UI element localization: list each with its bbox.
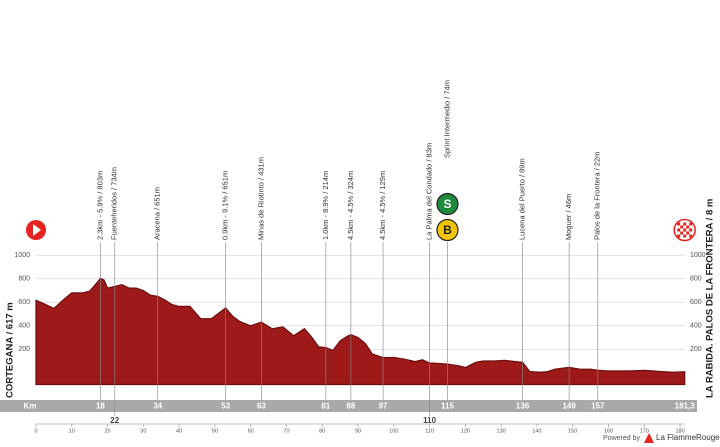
y-tick-label: 600 <box>18 299 30 306</box>
waypoint-km: 110 <box>423 416 436 425</box>
waypoint-km: 81 <box>321 402 330 411</box>
waypoint-km: 18 <box>96 402 105 411</box>
finish-check <box>689 228 693 232</box>
elevation-area <box>35 277 686 386</box>
finish-label: LA RABIDA. PALOS DE LA FRONTERA / 8 m <box>705 199 716 398</box>
brand-logo <box>644 433 654 443</box>
waypoint-km: 97 <box>379 402 388 411</box>
badge-letter: B <box>443 223 452 237</box>
waypoint-km: 115 <box>441 402 454 411</box>
waypoint-label: 4.5km - 4.5% / 324m <box>346 171 355 240</box>
waypoint-label: Aracena / 651m <box>153 187 162 240</box>
waypoint-km: 136 <box>516 402 530 411</box>
start-label: CORTEGANA / 617 m <box>5 302 16 398</box>
finish-check <box>689 234 693 238</box>
badge-letter: S <box>443 197 451 211</box>
y-tick-label: 400 <box>18 323 30 330</box>
x-tick-label: 170 <box>640 428 649 434</box>
x-tick-label: 90 <box>355 428 361 434</box>
waypoint-label: 1.0km - 8.9% / 214m <box>321 171 330 240</box>
x-tick-label: 120 <box>461 428 470 434</box>
brand-name: La FlammeRouge <box>656 433 720 442</box>
finish-check <box>683 228 687 232</box>
y-tick-label-right: 800 <box>690 276 702 283</box>
waypoint-label: 2.3km - 5.9% / 803m <box>95 171 104 240</box>
finish-check <box>680 225 684 229</box>
waypoint-km: 53 <box>221 402 230 411</box>
x-tick-label: 150 <box>568 428 577 434</box>
x-tick-label: 100 <box>389 428 398 434</box>
start-arrow <box>33 224 41 236</box>
finish-check <box>677 222 681 226</box>
x-tick-label: 60 <box>248 428 254 434</box>
badge <box>436 218 459 242</box>
x-tick-label: 130 <box>497 428 506 434</box>
waypoint-label: La Palma del Condado / 83m <box>425 143 434 240</box>
finish-check <box>683 222 687 226</box>
badge <box>436 192 459 216</box>
x-tick-label: 140 <box>532 428 541 434</box>
x-tick-label: 80 <box>319 428 325 434</box>
x-tick-label: 0 <box>34 428 37 434</box>
finish-check <box>686 225 690 229</box>
y-tick-label: 800 <box>18 276 30 283</box>
y-tick-label-right: 200 <box>690 346 702 353</box>
waypoint-label: Palos de la Frontera / 22m <box>593 152 602 240</box>
x-tick-label: 160 <box>604 428 613 434</box>
finish-check <box>689 222 693 226</box>
x-tick-label: 50 <box>212 428 218 434</box>
finish-check <box>680 231 684 235</box>
finish-km: 181,3 <box>675 402 696 411</box>
finish-check <box>677 228 681 232</box>
y-tick-label: 1000 <box>14 252 30 259</box>
finish-check <box>686 231 690 235</box>
x-tick-label: 30 <box>140 428 146 434</box>
waypoint-label: Moguer / 46m <box>564 194 573 240</box>
waypoint-label: 4.5km - 4.5% / 129m <box>378 171 387 240</box>
y-tick-label-right: 1000 <box>690 252 706 259</box>
waypoint-km: 88 <box>346 402 355 411</box>
y-tick-label-right: 400 <box>690 323 702 330</box>
x-tick-label: 110 <box>425 428 434 434</box>
finish-icon <box>673 218 696 242</box>
y-tick-label-right: 600 <box>690 299 702 306</box>
waypoint-km: 149 <box>562 402 576 411</box>
x-tick-label: 70 <box>283 428 289 434</box>
x-tick-label: 10 <box>69 428 75 434</box>
waypoint-km: 22 <box>110 416 119 425</box>
y-tick-label: 200 <box>18 346 30 353</box>
waypoint-label: Fuenteheridos / 734m <box>110 167 119 240</box>
waypoint-label: 0.9km - 9.1% / 651m <box>221 171 230 240</box>
waypoint-km: 63 <box>257 402 266 411</box>
waypoint-label: Sprint Intermedio / 74m <box>442 80 451 158</box>
finish-check <box>677 234 681 238</box>
powered-by: Powered by <box>603 435 640 442</box>
x-tick-label: 40 <box>176 428 182 434</box>
waypoint-km: 34 <box>153 402 162 411</box>
km-bar <box>0 400 697 412</box>
km-label: Km <box>24 402 37 411</box>
waypoint-label: Lucena del Puerto / 89m <box>518 158 527 240</box>
waypoint-km: 157 <box>591 402 605 411</box>
waypoint-label: Minas de Riotinto / 431m <box>256 157 265 240</box>
finish-check <box>683 234 687 238</box>
x-tick-label: 180 <box>675 428 684 434</box>
x-tick-label: 20 <box>104 428 110 434</box>
